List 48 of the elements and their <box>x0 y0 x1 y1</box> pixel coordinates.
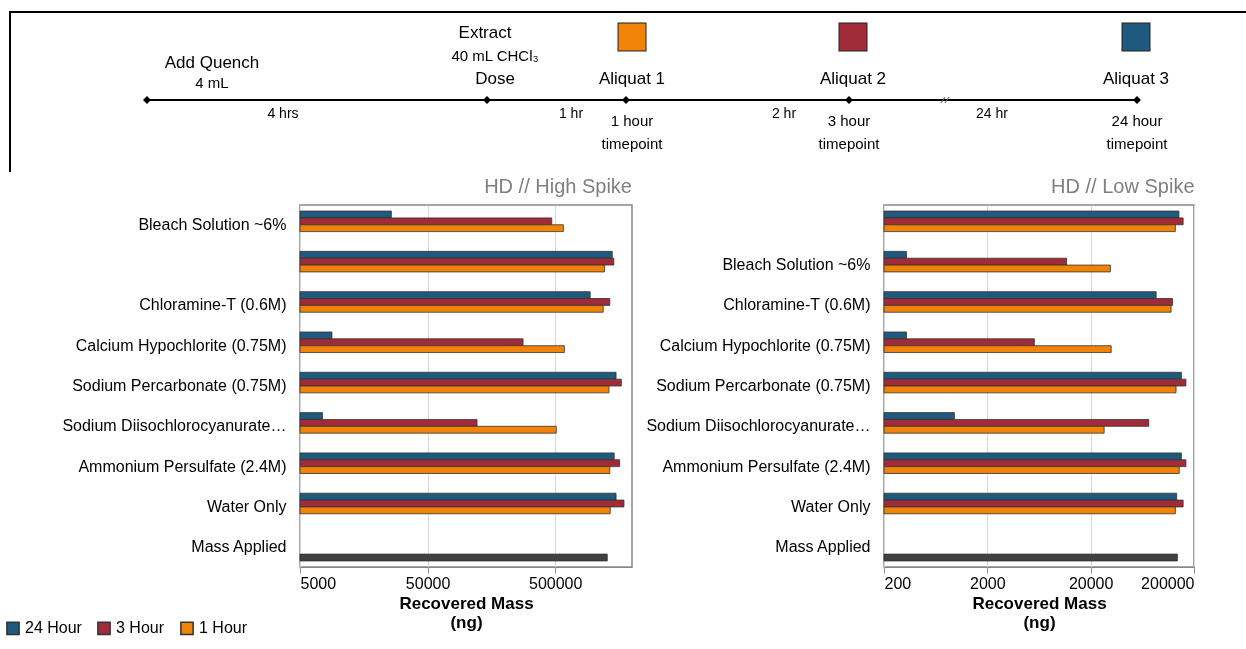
x-tick-label: 50000 <box>405 574 451 592</box>
x-axis-title: Recovered Mass (ng) <box>399 593 534 632</box>
y-tick-label: Sodium Diisochlorocyanurate… <box>62 417 287 435</box>
text: timepoint <box>1106 135 1169 152</box>
y-tick-label: Water Only <box>791 497 871 515</box>
y-tick-label: Chloramine-T (0.6M) <box>139 296 287 314</box>
text: Aliquat 1 <box>598 69 666 88</box>
y-tick-label: Ammonium Persulfate (2.4M) <box>78 457 287 475</box>
y-tick-label: Sodium Diisochlorocyanurate… <box>646 417 871 435</box>
y-tick-label: Sodium Percarbonate (0.75M) <box>72 377 287 394</box>
y-tick-label: Sodium Percarbonate (0.75M) <box>656 377 871 394</box>
text: Extract <box>458 23 512 42</box>
y-tick-label: Calcium Hypochlorite (0.75M) <box>75 336 287 354</box>
text: 4 mL <box>195 74 229 91</box>
text: 4 hrs <box>267 105 299 121</box>
y-tick-label: Ammonium Persulfate (2.4M) <box>662 457 871 475</box>
y-tick-label: Water Only <box>207 497 287 515</box>
x-tick-label: 20000 <box>1068 574 1114 592</box>
x-tick-label: 500000 <box>528 574 583 592</box>
text: Aliquat 2 <box>819 69 887 88</box>
text: 2 hr <box>771 105 797 121</box>
text: timepoint <box>818 135 881 152</box>
x-tick-label: 5000 <box>300 574 337 592</box>
text: Add Quench <box>164 53 260 72</box>
x-axis-title: Recovered Mass (ng) <box>972 593 1107 632</box>
text: 1 hr <box>558 105 584 121</box>
chart-title: HD // High Spike <box>484 175 632 197</box>
x-tick-label: 2000 <box>970 574 1006 592</box>
x-tick-label: 200 <box>884 574 912 592</box>
legend-label: 24 Hour <box>25 619 83 637</box>
y-tick-label: Bleach Solution ~6% <box>722 256 871 274</box>
y-tick-label: Mass Applied <box>775 538 871 556</box>
text: 40 mL CHCl₃ <box>451 47 539 64</box>
text: timepoint <box>601 135 664 152</box>
text: 24 hr <box>976 105 1009 121</box>
legend-label: 1 Hour <box>199 619 248 637</box>
chart-title: HD // Low Spike <box>1051 175 1195 197</box>
legend-label: 3 Hour <box>116 619 165 637</box>
text: 1 hour <box>610 112 654 129</box>
text: 3 hour <box>827 112 871 129</box>
y-tick-label: Calcium Hypochlorite (0.75M) <box>659 336 871 354</box>
text: 24 hour <box>1111 112 1163 129</box>
y-tick-label: Chloramine-T (0.6M) <box>723 296 871 314</box>
y-tick-label: Bleach Solution ~6% <box>138 215 287 233</box>
y-tick-label: Mass Applied <box>191 538 287 556</box>
text: Dose <box>475 69 515 88</box>
text: Aliquat 3 <box>1102 69 1170 88</box>
x-tick-label: 200000 <box>1141 574 1195 592</box>
